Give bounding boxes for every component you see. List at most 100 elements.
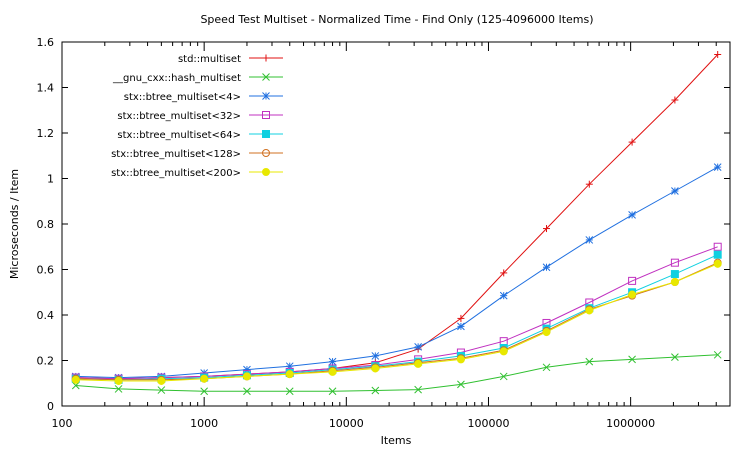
data-point: [262, 149, 270, 157]
data-point: [328, 357, 337, 366]
legend-label: stx::btree_multiset<4>: [124, 92, 241, 103]
data-point: [671, 353, 679, 361]
legend-item: stx::btree_multiset<200>: [111, 168, 283, 179]
data-point: [262, 111, 270, 119]
series-3: [71, 242, 722, 383]
data-point: [670, 258, 679, 267]
data-point: [542, 263, 551, 272]
series-layer: [71, 51, 722, 396]
data-point: [157, 376, 166, 385]
series-6: [71, 259, 722, 385]
data-point: [200, 387, 209, 396]
y-tick-label: 1: [47, 173, 54, 186]
data-point: [628, 355, 636, 364]
legend-item: stx::btree_multiset<64>: [117, 130, 283, 141]
x-tick-label: 1000000: [606, 417, 655, 430]
data-point: [414, 359, 423, 368]
y-tick-label: 0.2: [37, 355, 55, 368]
legend-label: __gnu_cxx::hash_multiset: [112, 73, 241, 84]
y-tick-label: 1.6: [37, 36, 55, 49]
series-line: [75, 54, 719, 380]
series-5: [71, 258, 722, 384]
legend-item: stx::btree_multiset<32>: [117, 111, 283, 122]
data-point: [585, 180, 593, 188]
legend-item: std::multiset: [178, 54, 283, 65]
data-point: [71, 375, 80, 384]
series-line: [75, 263, 718, 382]
series-2: [71, 163, 722, 382]
data-point: [114, 385, 123, 393]
y-tick-label: 1.4: [37, 82, 55, 95]
data-point: [499, 291, 508, 300]
series-line: [75, 246, 718, 380]
data-point: [499, 347, 508, 356]
legend: std::multiset__gnu_cxx::hash_multisetstx…: [111, 54, 283, 179]
data-point: [328, 367, 337, 376]
data-point: [328, 387, 337, 396]
chart-title: Speed Test Multiset - Normalized Time - …: [200, 13, 593, 26]
data-point: [456, 355, 465, 364]
legend-label: stx::btree_multiset<32>: [117, 111, 241, 122]
data-point: [371, 364, 380, 373]
data-point: [499, 372, 508, 381]
data-point: [262, 54, 270, 62]
data-point: [242, 372, 251, 381]
data-point: [414, 342, 422, 351]
legend-label: stx::btree_multiset<128>: [111, 149, 241, 160]
axis-ticks: 0 0.2 0.4 0.6 0.8 1 1.2 1.4 1.6 100 1000 10000 10000…: [37, 36, 731, 430]
y-tick-label: 0.6: [37, 264, 55, 277]
data-point: [713, 350, 722, 359]
data-point: [713, 259, 722, 268]
data-point: [371, 352, 380, 360]
data-point: [585, 236, 594, 244]
legend-item: __gnu_cxx::hash_multiset: [112, 73, 283, 84]
data-point: [542, 363, 551, 372]
series-line: [75, 166, 718, 379]
legend-label: stx::btree_multiset<64>: [117, 130, 241, 141]
data-point: [371, 386, 380, 395]
x-tick-label: 10000: [329, 417, 364, 430]
data-point: [262, 168, 270, 176]
data-point: [628, 211, 636, 219]
x-tick-label: 100: [52, 417, 73, 430]
series-line: [75, 354, 718, 392]
data-point: [713, 250, 722, 259]
data-point: [262, 92, 270, 100]
series-4: [71, 250, 722, 384]
x-tick-label: 1000: [190, 417, 218, 430]
data-point: [500, 269, 508, 277]
data-point: [585, 357, 594, 366]
data-point: [457, 380, 465, 389]
data-point: [628, 276, 637, 285]
x-axis-label: Items: [381, 434, 412, 447]
x-tick-label: 100000: [467, 417, 509, 430]
data-point: [713, 163, 722, 171]
data-point: [713, 242, 722, 251]
data-point: [671, 187, 679, 195]
data-point: [71, 381, 80, 390]
legend-label: std::multiset: [178, 54, 241, 65]
data-point: [285, 387, 294, 396]
data-point: [542, 328, 551, 337]
y-axis-label: Microseconds / Item: [8, 169, 21, 279]
data-point: [457, 314, 465, 322]
data-point: [628, 290, 637, 299]
data-point: [200, 374, 209, 383]
data-point: [457, 322, 465, 331]
data-point: [243, 387, 251, 396]
y-tick-label: 0: [47, 400, 54, 413]
data-point: [114, 376, 123, 385]
series-line: [75, 254, 718, 381]
series-1: [71, 350, 722, 396]
legend-label: stx::btree_multiset<200>: [111, 168, 241, 179]
data-point: [543, 225, 551, 233]
data-point: [671, 96, 679, 104]
legend-item: stx::btree_multiset<4>: [124, 92, 283, 103]
data-point: [628, 138, 636, 146]
legend-item: stx::btree_multiset<128>: [111, 149, 283, 160]
data-point: [262, 73, 270, 81]
y-tick-label: 0.4: [37, 309, 55, 322]
data-point: [670, 270, 679, 279]
data-point: [285, 370, 294, 379]
